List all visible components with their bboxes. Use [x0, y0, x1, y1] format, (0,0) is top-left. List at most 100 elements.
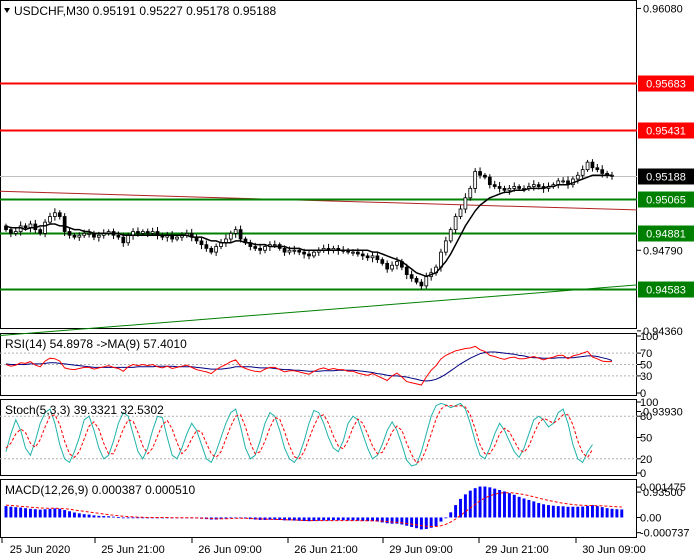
- macd-bar: [4, 506, 8, 518]
- level-label-0.95683: 0.95683: [646, 79, 686, 91]
- candle-body: [214, 246, 219, 253]
- macd-bar: [424, 517, 428, 530]
- trend-lines: [0, 190, 638, 337]
- macd-bar: [82, 514, 86, 518]
- macd-bar: [356, 517, 360, 521]
- level-label-box-0.95431: [638, 122, 694, 139]
- candle-body: [522, 188, 526, 190]
- candle-body: [595, 167, 600, 171]
- macd-bar: [600, 507, 604, 518]
- candle-body: [385, 262, 390, 270]
- candle-body: [263, 246, 267, 251]
- level-label-0.94583: 0.94583: [646, 285, 686, 297]
- macd-bar: [488, 487, 492, 518]
- macd-bar: [58, 508, 62, 518]
- macd-bar: [77, 513, 81, 518]
- stoch-signal-line: [5, 405, 593, 464]
- candle-body: [272, 244, 277, 247]
- panel-frames: [0, 0, 637, 538]
- stoch-title: Stoch(5,3,3) 39.3321 32.5302: [5, 403, 164, 417]
- macd-bar: [571, 506, 575, 518]
- level-label-0.95188: 0.95188: [646, 172, 686, 184]
- candle-body: [531, 184, 536, 187]
- macd-bar: [434, 517, 438, 527]
- macd-bar: [302, 517, 306, 521]
- stoch-tick-label: 20: [640, 454, 652, 466]
- macd-bar: [273, 517, 277, 520]
- macd-bar: [517, 496, 521, 518]
- macd-bar: [522, 498, 526, 518]
- candle-body: [497, 186, 502, 189]
- candle-body: [512, 186, 517, 189]
- price-tick-label: 0.96080: [643, 3, 683, 15]
- macd-bar: [24, 508, 28, 518]
- candle-body: [580, 169, 585, 176]
- time-tick-label: 26 Jun 09:00: [198, 544, 262, 556]
- macd-bar: [28, 508, 32, 518]
- level-label-0.95065: 0.95065: [646, 195, 686, 207]
- candle-body: [448, 229, 453, 242]
- macd-bar: [498, 490, 502, 518]
- main-price-ticks: 0.96080 0.94790 0.94360 0.93930 0.93500: [637, 3, 683, 499]
- time-tick-label: 29 Jun 21:00: [485, 544, 549, 556]
- macd-bar: [126, 517, 130, 519]
- rsi-tick-label: 0: [640, 388, 646, 400]
- macd-bar: [444, 517, 448, 519]
- level-label-box-0.95065: [638, 191, 694, 208]
- macd-bar: [375, 517, 379, 522]
- candle-body: [507, 188, 512, 191]
- macd-bar: [121, 517, 125, 519]
- price-tick-label: 0.93500: [643, 487, 683, 499]
- candle-body: [585, 161, 590, 171]
- candle-body: [458, 208, 463, 217]
- macd-bar: [92, 515, 96, 518]
- macd-bar: [224, 517, 228, 519]
- candle-body: [356, 251, 360, 255]
- macd-bar: [419, 517, 423, 530]
- price-tick-label: 0.94790: [643, 245, 683, 257]
- candle-body: [307, 253, 311, 257]
- candle-body: [258, 247, 262, 251]
- candle-body: [351, 251, 355, 254]
- candle-body: [302, 251, 306, 255]
- candle-body: [478, 171, 482, 176]
- macd-bar: [415, 517, 418, 529]
- macd-bar: [512, 494, 516, 518]
- candle-body: [468, 188, 473, 199]
- macd-bar: [473, 488, 477, 518]
- macd-bar: [253, 517, 257, 520]
- candle-body: [287, 249, 292, 253]
- time-tick-label: 30 Jun 09:00: [582, 544, 646, 556]
- rsi-tick-label: 70: [640, 348, 652, 360]
- macd-bar: [258, 517, 262, 520]
- macd-bar: [576, 506, 580, 518]
- title-triangle-icon: [4, 8, 10, 13]
- macd-bar: [610, 508, 614, 518]
- macd-bar: [33, 509, 37, 518]
- macd-bar: [43, 509, 47, 518]
- macd-bar: [581, 506, 585, 518]
- macd-bar: [341, 517, 345, 521]
- macd-bar: [493, 488, 497, 518]
- macd-bar: [463, 494, 467, 518]
- macd-bar: [566, 506, 570, 518]
- candle-body: [13, 231, 18, 234]
- candle-body: [487, 176, 492, 186]
- time-tick-label: 26 Jun 21:00: [294, 544, 358, 556]
- rsi-tick-label: 100: [640, 331, 658, 343]
- rsi-tick-label: 30: [640, 371, 652, 383]
- macd-bar: [385, 517, 389, 524]
- macd-bar: [268, 517, 272, 520]
- macd-panel: [0, 479, 637, 538]
- macd-bar: [556, 506, 560, 518]
- candle-body: [140, 231, 145, 234]
- candle-body: [424, 276, 429, 287]
- candle-body: [67, 231, 72, 236]
- macd-bar: [322, 517, 326, 521]
- macd-bar: [278, 517, 282, 520]
- candle-body: [150, 231, 155, 234]
- candle-body: [87, 232, 91, 235]
- time-tick-label: 25 Jun 21:00: [101, 544, 165, 556]
- candle-body: [575, 174, 580, 180]
